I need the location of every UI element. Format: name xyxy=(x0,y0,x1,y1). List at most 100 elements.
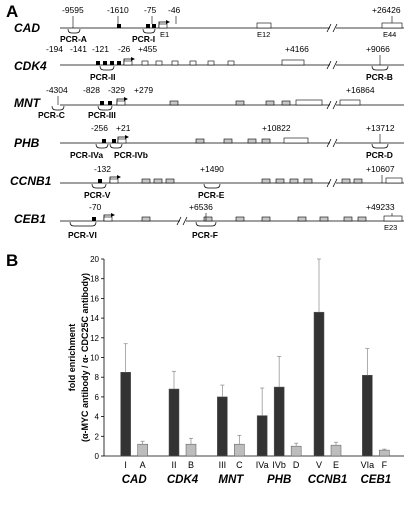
pcr-label: PCR-III xyxy=(88,110,116,120)
pcr-label: PCR-A xyxy=(60,34,87,44)
position-label: +1490 xyxy=(200,164,224,174)
exon xyxy=(289,178,299,184)
exon xyxy=(339,99,361,106)
gene-label: CEB1 xyxy=(14,212,46,226)
pcr-amplicon xyxy=(109,143,123,149)
exon xyxy=(353,178,363,184)
break-mark xyxy=(332,178,338,188)
x-category-label: VIa xyxy=(361,460,375,470)
tss-arrowhead xyxy=(124,97,128,101)
y-axis-title: fold enrichment (α-MYC antibody / α- CDC2… xyxy=(67,273,90,442)
gene-label: CAD xyxy=(14,21,40,35)
ebox xyxy=(112,139,116,143)
exon xyxy=(265,100,275,106)
tss-arrowhead xyxy=(131,57,135,61)
tss-arrowhead xyxy=(111,213,115,217)
gene-map-phb: PHB -256 +21 +10822 +13712 PCR-IVa PCR-I… xyxy=(14,123,404,160)
exon-label: E12 xyxy=(257,30,270,39)
panel-a-label: A xyxy=(6,2,18,21)
gene-label: MNT xyxy=(14,96,42,110)
bar-myc xyxy=(273,386,285,457)
pcr-label: PCR-V xyxy=(84,190,111,200)
x-category-label: E xyxy=(333,460,339,470)
position-label: -141 xyxy=(70,44,87,54)
position-label: -1610 xyxy=(107,5,129,15)
exon xyxy=(123,60,133,66)
exon-label: E23 xyxy=(384,223,397,232)
gene-map-mnt: MNT -4304 -828 -329 +279 +16864 PCR-C PC… xyxy=(14,85,404,120)
ebox xyxy=(108,101,112,105)
position-label: +6536 xyxy=(189,202,213,212)
gene-map-cdk4: CDK4 -194 -141 -121 -26 +455 +4166 +9066… xyxy=(14,44,404,82)
ebox xyxy=(117,61,121,65)
ebox xyxy=(117,24,121,28)
bar-myc xyxy=(313,311,325,457)
exon xyxy=(261,138,271,144)
pcr-label: PCR-II xyxy=(90,72,116,82)
position-label: +49233 xyxy=(366,202,395,212)
exon xyxy=(275,178,285,184)
pcr-amplicon xyxy=(142,28,156,34)
position-label: -121 xyxy=(92,44,109,54)
exon xyxy=(155,60,163,66)
exon-label: E44 xyxy=(383,30,396,39)
x-category-label: II xyxy=(171,460,176,470)
pcr-label: PCR-E xyxy=(198,190,225,200)
y-tick-label: 0 xyxy=(95,452,100,461)
pcr-label: PCR-D xyxy=(366,150,393,160)
pcr-label: PCR-C xyxy=(38,110,65,120)
x-gene-label: MNT xyxy=(218,474,244,486)
position-label: +279 xyxy=(134,85,153,95)
tss-arrowhead xyxy=(166,20,170,24)
y-tick-label: 18 xyxy=(90,275,99,284)
bar-myc xyxy=(168,388,180,457)
gene-label: PHB xyxy=(14,136,40,150)
position-label: -828 xyxy=(83,85,100,95)
break-mark xyxy=(182,216,188,226)
bar-control xyxy=(330,444,342,457)
pcr-amplicon xyxy=(69,221,97,227)
ebox xyxy=(100,101,104,105)
position-label: +13712 xyxy=(366,123,395,133)
exon xyxy=(103,216,113,222)
x-category-label: I xyxy=(124,460,127,470)
y-tick-label: 4 xyxy=(95,413,100,422)
tss-arrowhead xyxy=(117,175,121,179)
x-category-label: IVb xyxy=(272,460,286,470)
exon xyxy=(227,60,235,66)
exon xyxy=(383,215,403,222)
exon xyxy=(343,216,353,222)
x-gene-label: CCNB1 xyxy=(308,474,348,486)
gene-label: CCNB1 xyxy=(10,174,52,188)
y-axis-title-line: (α-MYC antibody / α- CDC25C antibody) xyxy=(80,273,90,442)
y-tick-label: 6 xyxy=(95,393,100,402)
x-gene-label: CAD xyxy=(122,474,147,486)
exon xyxy=(281,100,291,106)
break-mark xyxy=(326,60,332,70)
y-axis-title-line: fold enrichment xyxy=(67,324,77,392)
x-gene-label: CEB1 xyxy=(360,474,391,486)
position-label: +455 xyxy=(138,44,157,54)
ebox xyxy=(152,24,156,28)
ebox xyxy=(98,179,102,183)
position-label: +10607 xyxy=(366,164,395,174)
exon xyxy=(223,138,233,144)
exon xyxy=(195,138,205,144)
y-tick-label: 10 xyxy=(90,354,99,363)
exon xyxy=(235,100,245,106)
bar-myc xyxy=(362,374,373,457)
y-ticks: 0 2 4 6 8 10 12 14 16 18 20 xyxy=(90,255,104,461)
pcr-label: PCR-F xyxy=(192,230,218,240)
break-mark xyxy=(332,60,338,70)
pcr-amplicon xyxy=(91,183,107,189)
x-category-label: C xyxy=(236,460,243,470)
bar-myc xyxy=(256,415,268,457)
exon xyxy=(283,137,309,144)
position-label: +4166 xyxy=(285,44,309,54)
pcr-label: PCR-IVb xyxy=(114,150,148,160)
break-mark xyxy=(332,23,338,33)
exon xyxy=(319,216,329,222)
bar-myc xyxy=(217,396,228,457)
gene-map-ceb1: CEB1 -70 +6536 +49233 E23 PCR-VI PCR-F xyxy=(14,202,404,240)
